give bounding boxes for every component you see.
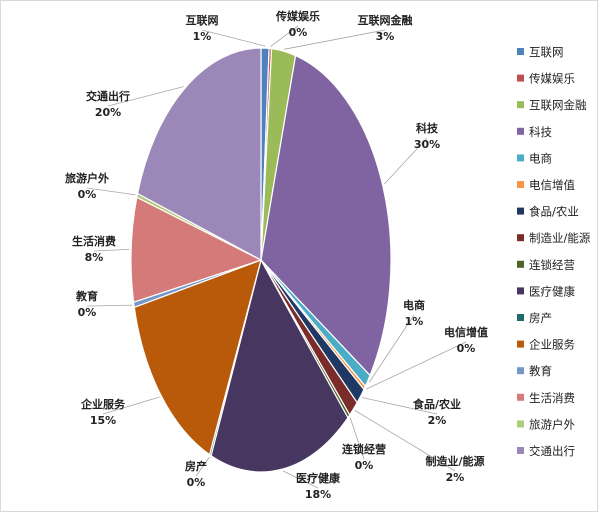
- percent-label-房产: 0%: [187, 476, 206, 489]
- legend-label-连锁经营: 连锁经营: [529, 258, 575, 272]
- legend-label-医疗健康: 医疗健康: [529, 284, 575, 298]
- data-label-旅游户外: 旅游户外: [65, 171, 109, 185]
- leader-line-科技: [384, 137, 428, 185]
- data-label-生活消费: 生活消费: [72, 234, 116, 248]
- data-label-房产: 房产: [185, 459, 207, 473]
- data-label-传媒娱乐: 传媒娱乐: [275, 9, 320, 23]
- leader-line-旅游户外: [86, 187, 136, 196]
- data-label-制造业-能源: 制造业/能源: [425, 454, 484, 468]
- legend-label-互联网: 互联网: [529, 45, 564, 59]
- pie-slice-企业服务: [133, 259, 262, 456]
- percent-label-教育: 0%: [78, 306, 97, 319]
- legend-swatch-医疗健康: [517, 287, 524, 295]
- legend-label-科技: 科技: [529, 125, 552, 139]
- legend-swatch-制造业-能源: [517, 234, 524, 242]
- percent-label-食品-农业: 2%: [428, 414, 447, 427]
- leader-line-生活消费: [93, 248, 130, 252]
- data-label-交通出行: 交通出行: [86, 89, 130, 103]
- data-label-互联网: 互联网: [186, 13, 219, 27]
- legend-label-旅游户外: 旅游户外: [529, 417, 575, 431]
- legend-swatch-旅游户外: [517, 420, 524, 428]
- leader-line-电商: [369, 314, 415, 383]
- percent-label-旅游户外: 0%: [78, 188, 97, 201]
- legend-label-电商: 电商: [529, 151, 552, 165]
- leader-line-企业服务: [102, 396, 160, 415]
- leader-line-教育: [86, 304, 133, 307]
- legend-swatch-企业服务: [517, 340, 524, 348]
- percent-label-制造业-能源: 2%: [446, 471, 465, 484]
- legend-swatch-电商: [517, 154, 524, 162]
- leader-lines: [86, 25, 467, 489]
- pie-slice-生活消费: [130, 196, 263, 303]
- legend-swatch-电信增值: [517, 181, 524, 188]
- leader-line-交通出行: [107, 86, 184, 107]
- percent-label-科技: 30%: [414, 138, 440, 151]
- leader-line-传媒娱乐: [270, 25, 299, 47]
- percent-label-企业服务: 15%: [90, 414, 116, 427]
- legend-swatch-传媒娱乐: [517, 74, 524, 82]
- data-label-连锁经营: 连锁经营: [342, 442, 386, 456]
- leader-line-医疗健康: [283, 470, 319, 489]
- data-label-企业服务: 企业服务: [80, 397, 126, 411]
- legend-label-企业服务: 企业服务: [529, 338, 575, 352]
- percent-label-医疗健康: 18%: [305, 488, 331, 501]
- legend-swatch-生活消费: [517, 393, 524, 401]
- data-label-医疗健康: 医疗健康: [296, 471, 341, 485]
- percent-label-传媒娱乐: 0%: [289, 26, 308, 39]
- percent-label-电信增值: 0%: [457, 342, 476, 355]
- legend-label-房产: 房产: [529, 311, 552, 325]
- legend: 互联网传媒娱乐互联网金融科技电商电信增值食品/农业制造业/能源连锁经营医疗健康房…: [517, 45, 591, 458]
- percent-label-互联网金融: 3%: [376, 30, 395, 43]
- leader-line-互联网: [201, 29, 266, 47]
- pie-slice-科技: [260, 54, 392, 377]
- legend-swatch-互联网金融: [517, 101, 524, 109]
- leader-line-电信增值: [366, 341, 467, 390]
- legend-swatch-房产: [517, 314, 524, 321]
- data-label-食品-农业: 食品/农业: [413, 397, 461, 411]
- percent-label-电商: 1%: [405, 315, 424, 328]
- legend-label-生活消费: 生活消费: [529, 391, 575, 405]
- data-label-教育: 教育: [75, 289, 98, 303]
- pie-slices: [130, 47, 392, 473]
- percent-label-生活消费: 8%: [85, 251, 104, 264]
- legend-label-电信增值: 电信增值: [529, 178, 575, 192]
- legend-label-交通出行: 交通出行: [529, 444, 575, 458]
- percent-label-交通出行: 20%: [95, 106, 121, 119]
- leader-line-互联网金融: [283, 29, 386, 50]
- percent-label-连锁经营: 0%: [355, 459, 374, 472]
- legend-swatch-食品-农业: [517, 207, 524, 215]
- legend-label-教育: 教育: [529, 364, 552, 378]
- legend-swatch-连锁经营: [517, 260, 524, 268]
- legend-label-制造业-能源: 制造业/能源: [529, 231, 591, 245]
- percent-label-互联网: 1%: [193, 30, 212, 43]
- data-label-电信增值: 电信增值: [444, 325, 488, 339]
- data-labels: 互联网 1% 传媒娱乐 0% 互联网金融 3% 科技 30% 电商 1% 电信增值 0% 食品/农业 2%…: [65, 9, 488, 501]
- leader-line-制造业-能源: [354, 410, 456, 472]
- legend-swatch-互联网: [517, 48, 524, 55]
- pie-slice-医疗健康: [210, 258, 349, 473]
- pie-slice-交通出行: [136, 47, 262, 262]
- leader-line-连锁经营: [349, 417, 365, 460]
- data-label-电商: 电商: [403, 298, 425, 312]
- legend-label-互联网金融: 互联网金融: [529, 98, 587, 112]
- legend-label-食品-农业: 食品/农业: [529, 205, 579, 219]
- leader-line-房产: [195, 456, 210, 477]
- legend-swatch-教育: [517, 367, 524, 375]
- data-label-互联网金融: 互联网金融: [358, 13, 413, 27]
- data-label-科技: 科技: [416, 121, 439, 135]
- legend-swatch-科技: [517, 127, 524, 135]
- legend-label-传媒娱乐: 传媒娱乐: [529, 72, 575, 86]
- legend-swatch-交通出行: [517, 447, 524, 454]
- leader-line-食品-农业: [362, 397, 438, 415]
